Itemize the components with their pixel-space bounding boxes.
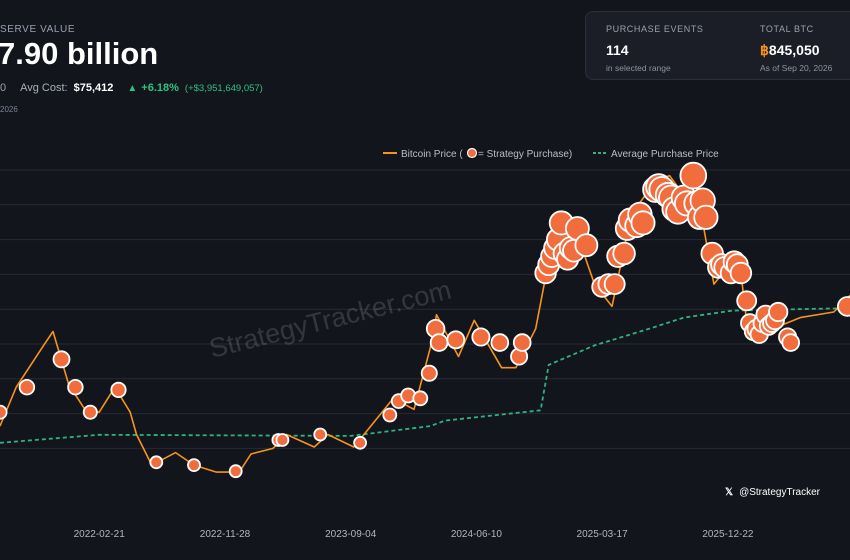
purchase-events-value: 114 — [606, 42, 629, 58]
stats-card: PURCHASE EVENTS 114 in selected range TO… — [585, 11, 850, 80]
purchase-dot[interactable] — [490, 333, 510, 352]
credit[interactable]: 𝕏 @StrategyTracker — [725, 487, 820, 498]
purchase-dot[interactable] — [768, 301, 789, 323]
legend-avg-label: Average Purchase Price — [611, 149, 719, 160]
header-label: SERVE VALUE — [0, 24, 76, 35]
purchase-dot[interactable] — [574, 233, 599, 258]
purchase-dot[interactable] — [18, 379, 36, 396]
purchase-dot[interactable] — [420, 364, 438, 382]
total-btc-value: 845,050 — [768, 42, 820, 58]
purchase-dot[interactable] — [512, 333, 532, 352]
bitcoin-symbol-icon: ฿ — [760, 42, 769, 58]
purchase-dot[interactable] — [353, 435, 368, 450]
purchase-events-label: PURCHASE EVENTS — [606, 24, 704, 34]
credit-handle: @StrategyTracker — [739, 487, 820, 498]
purchase-dot[interactable] — [603, 273, 626, 296]
series-layer — [0, 161, 850, 479]
purchase-dot[interactable] — [612, 241, 636, 266]
purchase-dot[interactable] — [228, 464, 243, 479]
total-btc-label: TOTAL BTC — [760, 24, 814, 34]
change-absolute: (+$3,951,649,057) — [184, 82, 263, 94]
date-fragment: 2026 — [0, 105, 18, 114]
legend-purchase-label: = Strategy Purchase) — [478, 149, 572, 160]
purchase-dot[interactable] — [412, 390, 429, 407]
x-tick-label: 2022-02-21 — [74, 529, 126, 540]
bitcoin-price-line — [0, 169, 850, 473]
change-percent: +6.18% — [141, 82, 179, 94]
total-btc: ฿845,050 — [760, 42, 820, 59]
legend-price-label: Bitcoin Price ( — [401, 149, 463, 160]
purchase-dot[interactable] — [471, 327, 491, 347]
purchase-dot[interactable] — [67, 379, 84, 396]
purchase-events-sub: in selected range — [606, 63, 671, 73]
purchase-dot[interactable] — [52, 350, 71, 369]
purchase-dot[interactable] — [149, 455, 164, 470]
total-btc-sub: As of Sep 20, 2026 — [760, 63, 833, 73]
x-axis-ticks: 2022-02-21 2022-11-28 2023-09-04 2024-06-10… — [74, 529, 754, 540]
legend: Bitcoin Price ( = Strategy Purchase) Ave… — [383, 147, 719, 160]
purchase-dot[interactable] — [429, 333, 449, 352]
reserve-value: 7.90 billion — [0, 36, 159, 71]
purchase-dot[interactable] — [0, 404, 8, 420]
x-tick-label: 2025-12-22 — [702, 529, 754, 540]
summary-fragment: 0 — [0, 82, 7, 94]
x-tick-label: 2024-06-10 — [451, 529, 503, 540]
purchase-dot[interactable] — [630, 210, 656, 236]
purchase-dot[interactable] — [446, 330, 466, 350]
purchase-dot[interactable] — [275, 433, 290, 447]
purchase-dot[interactable] — [679, 161, 708, 190]
purchase-dot[interactable] — [781, 333, 800, 352]
purchase-dot[interactable] — [110, 381, 127, 398]
x-tick-label: 2022-11-28 — [200, 529, 251, 540]
purchase-dot[interactable] — [82, 404, 98, 420]
x-tick-label: 2023-09-04 — [325, 529, 377, 540]
x-tick-label: 2025-03-17 — [577, 529, 629, 540]
up-triangle-icon: ▲ — [127, 82, 138, 94]
avg-cost-label: Avg Cost: — [20, 82, 68, 94]
avg-cost-value: $75,412 — [73, 82, 114, 94]
purchase-dot[interactable] — [693, 204, 719, 230]
summary-row: 0 Avg Cost: $75,412 ▲ +6.18% (+$3,951,64… — [0, 82, 263, 94]
purchase-dot[interactable] — [837, 296, 850, 317]
legend-purchase-dot — [466, 147, 478, 159]
purchase-dot[interactable] — [313, 427, 328, 442]
purchase-dot[interactable] — [736, 290, 758, 312]
purchase-dot[interactable] — [187, 458, 201, 473]
x-logo-icon: 𝕏 — [725, 487, 734, 498]
avg-purchase-line — [0, 307, 850, 444]
watermark: StrategyTracker.com — [206, 275, 454, 364]
purchase-dot[interactable] — [729, 261, 753, 285]
purchase-dot[interactable] — [382, 407, 398, 423]
